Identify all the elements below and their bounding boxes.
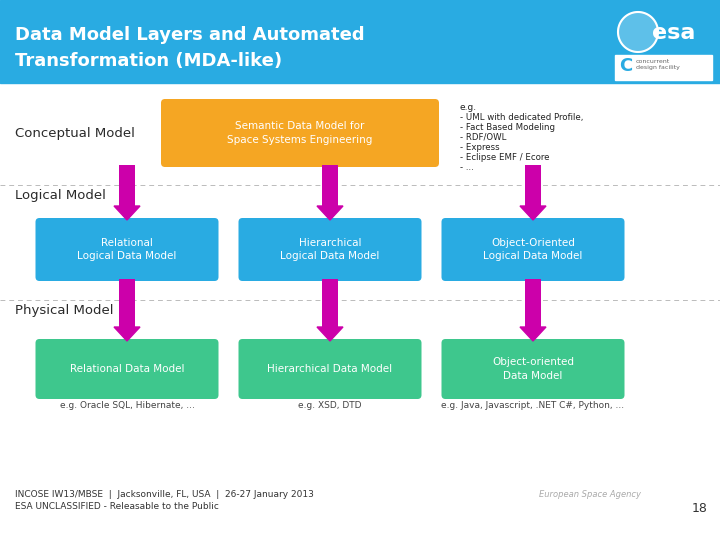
Text: Hierarchical
Logical Data Model: Hierarchical Logical Data Model <box>280 238 379 261</box>
Text: - ...: - ... <box>460 163 474 172</box>
Text: - Fact Based Modeling: - Fact Based Modeling <box>460 123 555 132</box>
Text: Object-oriented
Data Model: Object-oriented Data Model <box>492 357 574 381</box>
Text: Logical Model: Logical Model <box>15 189 106 202</box>
Text: Semantic Data Model for
Space Systems Engineering: Semantic Data Model for Space Systems En… <box>228 122 373 145</box>
Polygon shape <box>618 12 658 52</box>
Bar <box>322 165 338 206</box>
FancyBboxPatch shape <box>441 339 624 399</box>
Text: Object-Oriented
Logical Data Model: Object-Oriented Logical Data Model <box>483 238 582 261</box>
Text: Hierarchical Data Model: Hierarchical Data Model <box>267 364 392 374</box>
Polygon shape <box>520 206 546 220</box>
Polygon shape <box>317 206 343 220</box>
Polygon shape <box>114 206 140 220</box>
Polygon shape <box>520 327 546 341</box>
Text: esa: esa <box>652 23 696 43</box>
Bar <box>322 279 338 327</box>
Bar <box>525 279 541 327</box>
Text: concurrent
design facility: concurrent design facility <box>636 59 680 70</box>
Polygon shape <box>114 327 140 341</box>
Text: - UML with dedicated Profile,: - UML with dedicated Profile, <box>460 113 583 122</box>
Text: C: C <box>619 57 632 75</box>
FancyBboxPatch shape <box>35 218 218 281</box>
Text: ESA UNCLASSIFIED - Releasable to the Public: ESA UNCLASSIFIED - Releasable to the Pub… <box>15 502 219 511</box>
Text: INCOSE IW13/MBSE  |  Jacksonville, FL, USA  |  26-27 January 2013: INCOSE IW13/MBSE | Jacksonville, FL, USA… <box>15 490 314 499</box>
Text: Conceptual Model: Conceptual Model <box>15 126 135 139</box>
Text: e.g. XSD, DTD: e.g. XSD, DTD <box>298 401 361 410</box>
Bar <box>119 279 135 327</box>
Text: e.g. Oracle SQL, Hibernate, ...: e.g. Oracle SQL, Hibernate, ... <box>60 401 194 410</box>
Bar <box>615 55 712 80</box>
Text: European Space Agency: European Space Agency <box>539 490 641 499</box>
FancyBboxPatch shape <box>161 99 439 167</box>
Text: Physical Model: Physical Model <box>15 304 114 317</box>
FancyBboxPatch shape <box>35 339 218 399</box>
FancyBboxPatch shape <box>441 218 624 281</box>
Text: Relational Data Model: Relational Data Model <box>70 364 184 374</box>
Text: 18: 18 <box>692 502 708 515</box>
Text: e.g.: e.g. <box>460 103 477 112</box>
Text: - RDF/OWL: - RDF/OWL <box>460 133 506 142</box>
Bar <box>525 165 541 206</box>
FancyBboxPatch shape <box>238 339 421 399</box>
Bar <box>0 0 720 83</box>
Text: e.g. Java, Javascript, .NET C#, Python, ...: e.g. Java, Javascript, .NET C#, Python, … <box>441 401 624 410</box>
FancyBboxPatch shape <box>238 218 421 281</box>
Polygon shape <box>317 327 343 341</box>
Text: Data Model Layers and Automated: Data Model Layers and Automated <box>15 26 364 44</box>
Bar <box>119 165 135 206</box>
Text: Relational
Logical Data Model: Relational Logical Data Model <box>77 238 176 261</box>
Text: - Eclipse EMF / Ecore: - Eclipse EMF / Ecore <box>460 153 549 162</box>
Text: - Express: - Express <box>460 143 500 152</box>
Text: Transformation (MDA-like): Transformation (MDA-like) <box>15 52 282 70</box>
